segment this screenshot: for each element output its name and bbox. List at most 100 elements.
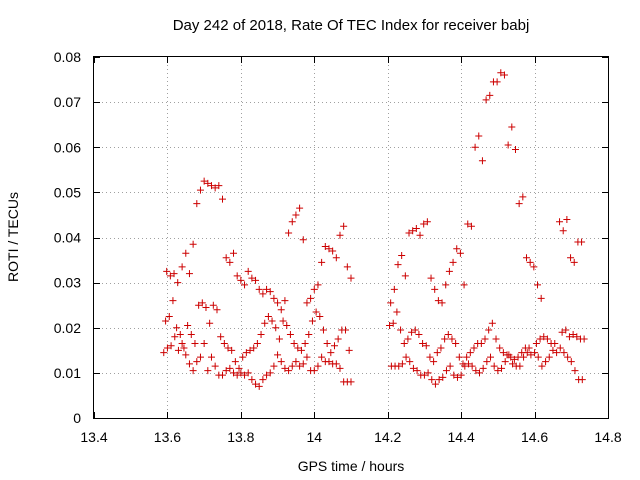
data-point (230, 369, 238, 377)
data-point (487, 353, 495, 361)
data-point (182, 249, 190, 257)
x-tick-label: 14.2 (374, 429, 401, 445)
data-point (281, 297, 289, 305)
data-point (301, 340, 309, 348)
data-point (277, 306, 285, 314)
data-point (286, 331, 294, 339)
data-point (386, 321, 394, 329)
data-point (169, 297, 177, 305)
data-point (492, 335, 500, 343)
data-point (486, 91, 494, 99)
data-point (182, 351, 190, 359)
data-point (404, 335, 412, 343)
data-point (448, 335, 456, 343)
y-tick-label: 0.07 (54, 94, 81, 110)
data-point (578, 376, 586, 384)
axis-ticks (94, 57, 609, 419)
data-point (580, 335, 588, 343)
data-point (455, 353, 463, 361)
x-axis-label: GPS time / hours (298, 458, 405, 474)
data-point (347, 274, 355, 282)
data-point (559, 227, 567, 235)
data-point (310, 367, 318, 375)
data-point (402, 353, 410, 361)
data-point (406, 358, 414, 366)
data-point (166, 272, 174, 280)
data-point (405, 229, 413, 237)
data-point (409, 227, 417, 235)
data-point (200, 340, 208, 348)
data-point (246, 346, 254, 354)
data-point (567, 358, 575, 366)
data-point (272, 324, 280, 332)
data-point (398, 360, 406, 368)
data-point (207, 353, 215, 361)
data-point (532, 340, 540, 348)
data-point (196, 186, 204, 194)
data-point (215, 182, 223, 190)
data-point (431, 285, 439, 293)
data-point (299, 236, 307, 244)
data-point (235, 364, 243, 372)
data-point (275, 335, 283, 343)
data-point (426, 353, 434, 361)
data-point (296, 204, 304, 212)
data-point (178, 340, 186, 348)
y-axis-label: ROTI / TECUs (5, 192, 21, 282)
data-point (416, 231, 424, 239)
data-point (206, 319, 214, 327)
data-point (204, 179, 212, 187)
data-point (219, 371, 226, 379)
data-point (483, 358, 491, 366)
data-point (299, 360, 307, 368)
data-point (345, 346, 353, 354)
data-point (526, 258, 534, 266)
data-point (165, 312, 173, 320)
data-point (270, 362, 278, 370)
data-point (174, 279, 182, 287)
data-point (250, 344, 258, 352)
data-point (445, 267, 453, 275)
data-point (171, 333, 179, 341)
data-point (538, 362, 546, 370)
data-point (288, 218, 296, 226)
data-point (230, 249, 238, 257)
data-point (434, 297, 442, 305)
data-point (259, 376, 267, 384)
data-point (479, 364, 487, 372)
data-point (233, 371, 241, 379)
data-point (515, 200, 523, 208)
data-point (162, 317, 170, 325)
data-point (325, 245, 333, 253)
data-point (196, 353, 204, 361)
data-point (220, 340, 228, 348)
data-point (569, 331, 577, 339)
data-points (160, 69, 588, 390)
data-point (305, 331, 313, 339)
data-point (244, 267, 252, 275)
data-point (545, 353, 553, 361)
data-point (241, 371, 249, 379)
x-tick-label: 14 (306, 429, 322, 445)
data-point (228, 346, 236, 354)
data-point (412, 224, 420, 232)
data-point (307, 294, 315, 302)
data-point (387, 299, 395, 307)
data-point (453, 373, 461, 381)
data-point (167, 342, 175, 350)
data-point (321, 243, 329, 251)
data-point (468, 362, 476, 370)
data-point (222, 254, 230, 262)
data-point (334, 335, 342, 343)
data-point (288, 362, 296, 370)
data-point (185, 360, 193, 368)
data-point (390, 285, 398, 293)
plot-frame (93, 56, 609, 419)
data-point (255, 382, 263, 390)
data-point (540, 333, 548, 341)
data-point (176, 331, 184, 339)
data-point (437, 344, 445, 352)
data-point (518, 349, 526, 357)
data-point (389, 319, 397, 327)
